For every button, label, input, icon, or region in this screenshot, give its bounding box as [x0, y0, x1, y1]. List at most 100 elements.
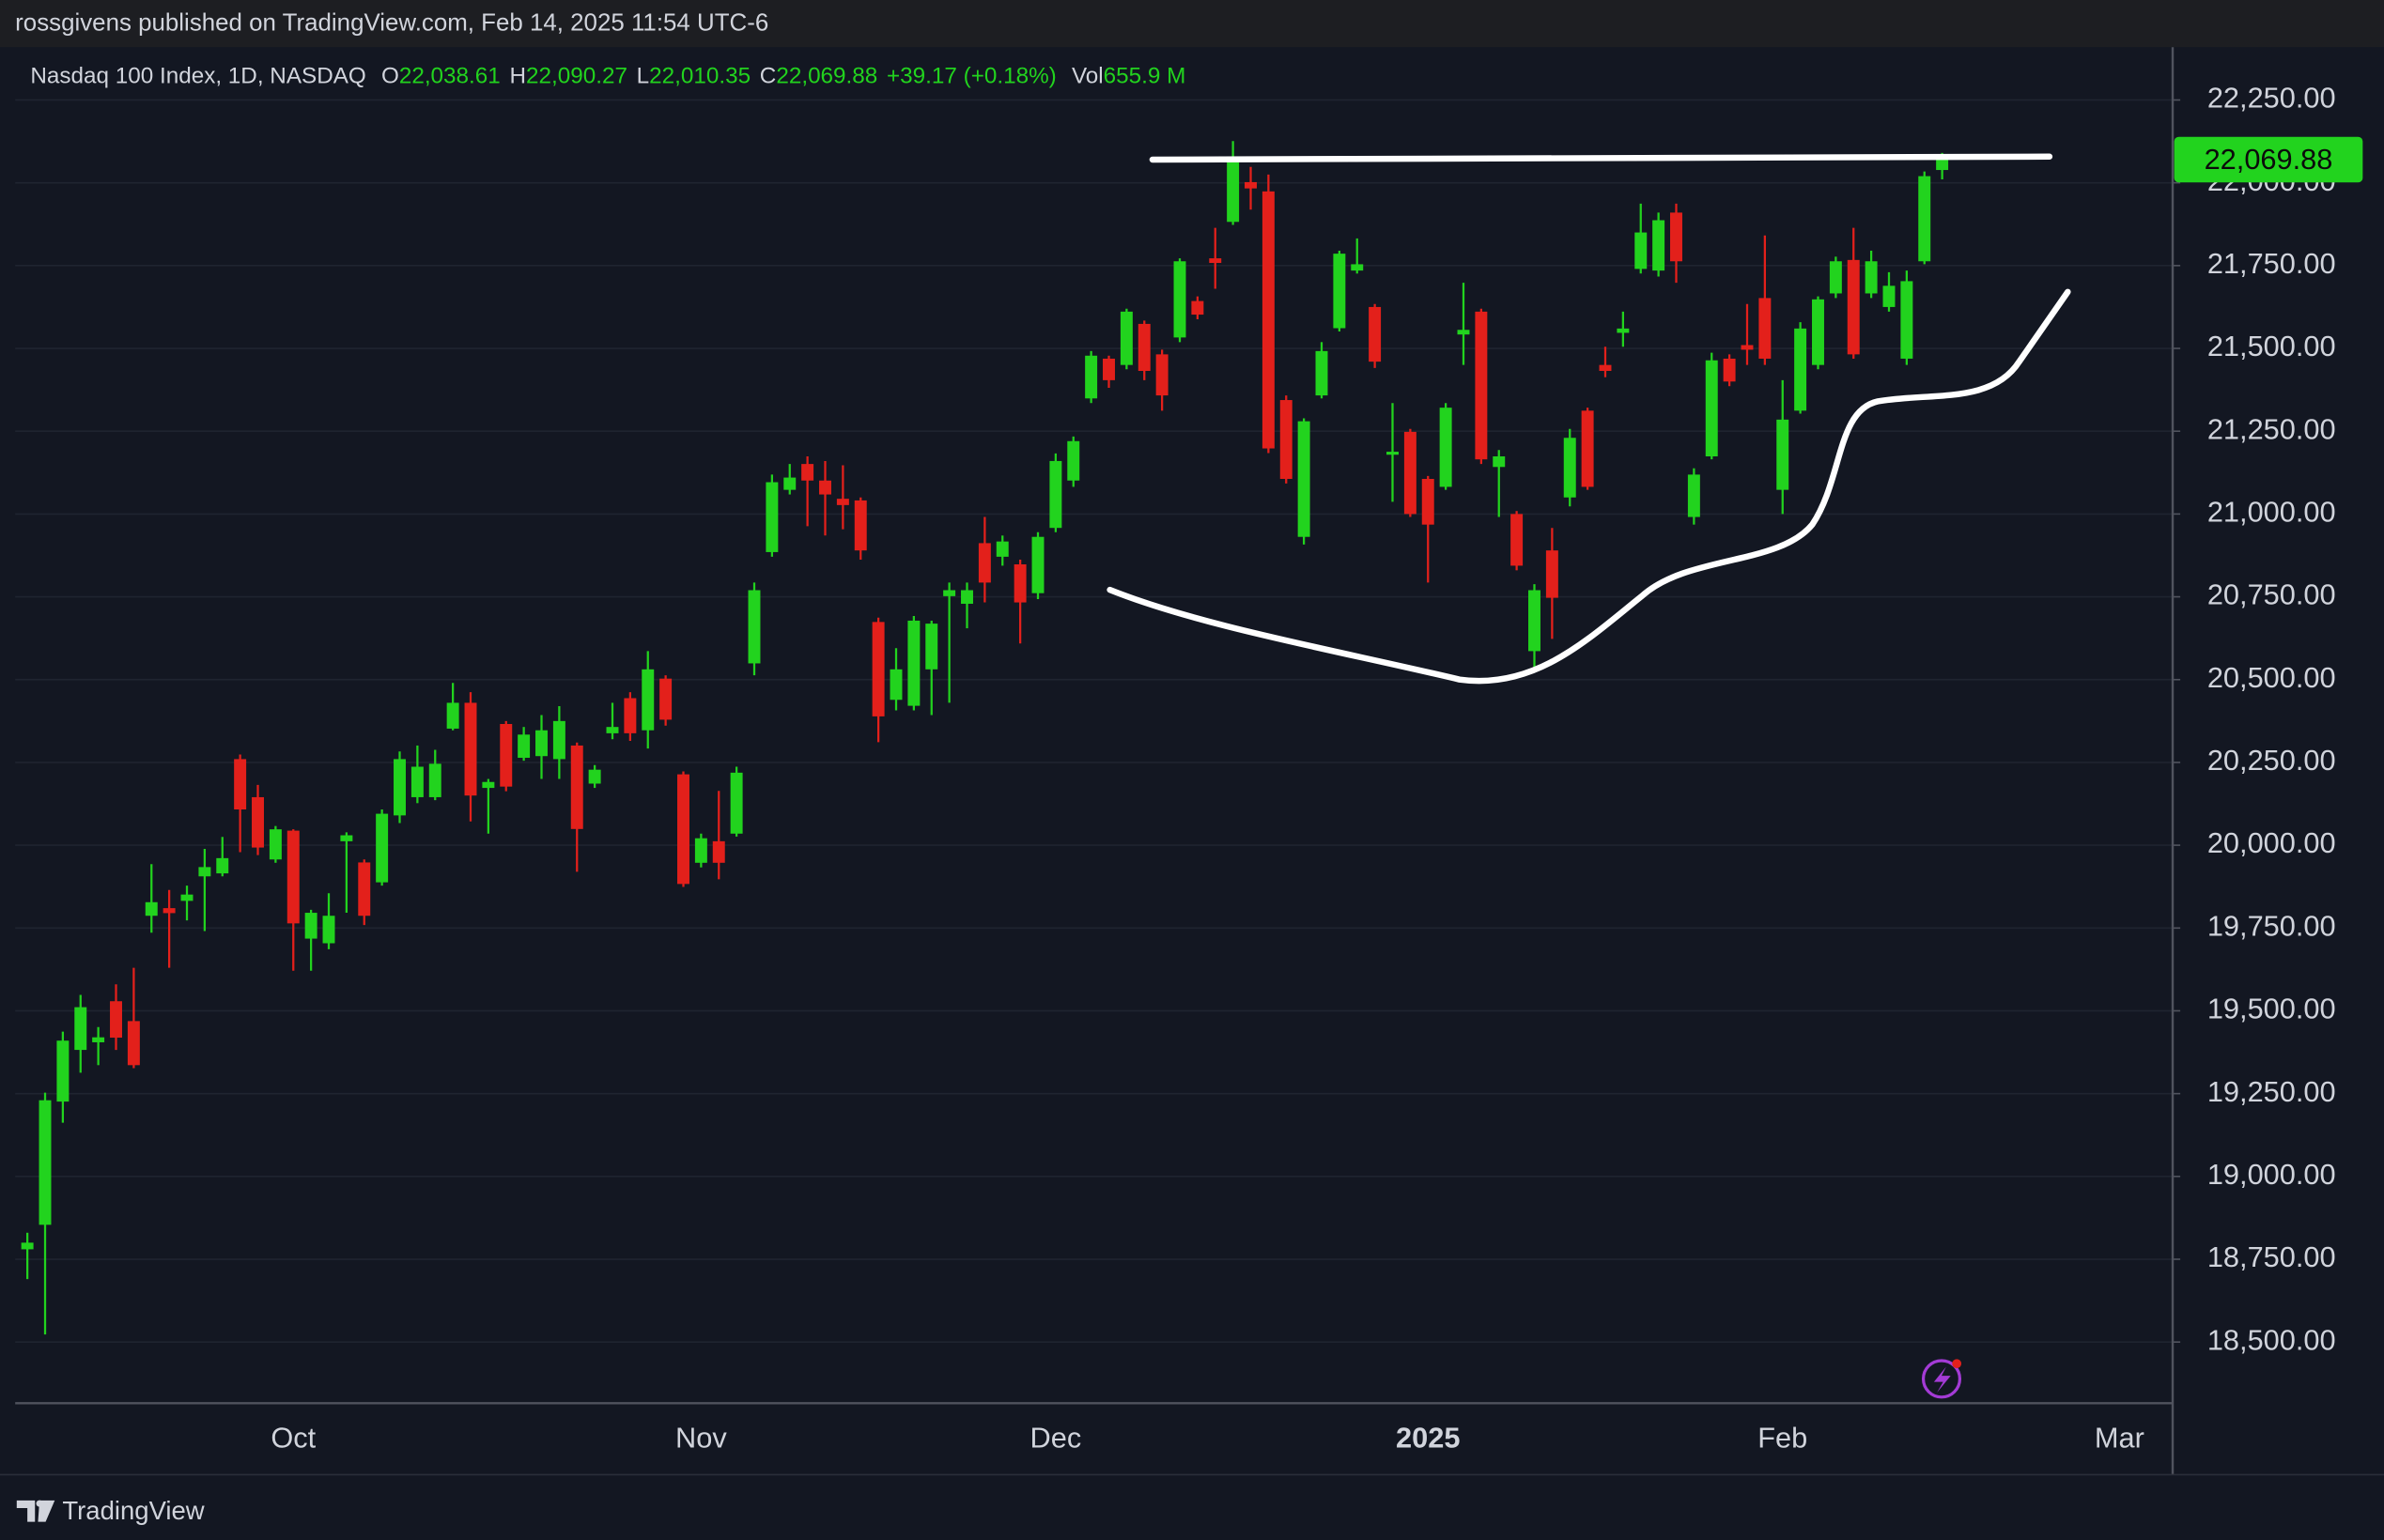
candle-body: [428, 763, 441, 797]
candle-body: [1528, 590, 1540, 652]
ohlc-key: L: [637, 64, 649, 89]
candle-body: [127, 1021, 140, 1066]
candle-body: [1049, 460, 1062, 529]
candle-body: [1599, 364, 1612, 372]
candle-body: [74, 1007, 87, 1051]
ohlc-key: H: [509, 64, 526, 89]
change: +39.17 (+0.18%): [887, 64, 1057, 89]
candle-body: [1900, 281, 1913, 359]
x-tick-label: Dec: [1030, 1421, 1082, 1454]
volume-key: Vol: [1072, 64, 1104, 89]
candle-body: [269, 829, 282, 860]
ohlc-value: 22,090.27: [526, 64, 627, 89]
candle-body: [1386, 452, 1399, 455]
candle-body: [446, 702, 459, 729]
candle-body: [1493, 456, 1506, 468]
candle-body: [1315, 350, 1328, 396]
candle-body: [1262, 191, 1275, 449]
candle-body: [1829, 261, 1842, 294]
candle-body: [1563, 438, 1576, 498]
x-tick-label: Oct: [271, 1421, 316, 1454]
candle-body: [1918, 176, 1931, 262]
candle-body: [1670, 212, 1682, 262]
resistance-drawing: [1149, 153, 2053, 163]
y-tick-label: 18,750.00: [2207, 1240, 2336, 1273]
candle-body: [677, 774, 689, 885]
tradingview-logo: [16, 1500, 55, 1522]
candle-body: [907, 620, 921, 706]
candle-body: [358, 862, 371, 916]
candle-body: [1421, 478, 1434, 525]
candle-body: [1758, 298, 1772, 359]
candle-body: [1634, 232, 1648, 270]
footer-brand: TradingView: [62, 1496, 204, 1525]
x-tick-label: Feb: [1757, 1421, 1807, 1454]
y-tick-label: 21,250.00: [2207, 412, 2336, 445]
symbol-name: Nasdaq 100 Index, 1D, NASDAQ: [30, 64, 365, 89]
volume-value: 655.9 M: [1104, 64, 1186, 89]
candle-body: [304, 913, 317, 939]
y-tick-label: 22,250.00: [2207, 82, 2336, 115]
last-price-box: [2174, 136, 2363, 183]
candle-body: [1369, 306, 1382, 362]
candle-body: [464, 702, 477, 796]
candle-body: [1138, 323, 1151, 372]
candle-body: [1475, 311, 1488, 460]
candle-body: [552, 720, 565, 760]
candle-body: [606, 727, 619, 733]
candle-body: [943, 590, 956, 596]
candle-body: [1209, 258, 1222, 264]
candle-body: [712, 840, 725, 863]
candle-body: [322, 916, 335, 944]
ohlc-value: 22,038.61: [399, 64, 501, 89]
ohlc-key: C: [760, 64, 777, 89]
candle-body: [1227, 158, 1240, 223]
candle-body: [394, 759, 406, 816]
candle-body: [482, 781, 495, 789]
candle-body: [376, 813, 389, 883]
candle-body: [1014, 563, 1027, 603]
y-tick-label: 19,000.00: [2207, 1158, 2336, 1191]
candle-body: [518, 734, 531, 758]
candle-body: [1403, 431, 1416, 515]
lightning-icon: [1921, 1359, 1962, 1399]
candle-body: [801, 464, 814, 481]
x-tick-label: Mar: [2095, 1421, 2144, 1454]
y-tick-label: 20,750.00: [2207, 578, 2336, 611]
candle-body: [1865, 261, 1878, 294]
candle-body: [854, 500, 867, 551]
candle-body: [216, 857, 229, 874]
candle-body: [1652, 220, 1665, 271]
candle-body: [1510, 514, 1524, 566]
candle-body: [961, 590, 973, 604]
candle-body: [872, 622, 885, 716]
candle-body: [535, 730, 548, 757]
candle-body: [1067, 440, 1080, 481]
candle-body: [694, 838, 707, 863]
x-tick-label: 2025: [1396, 1421, 1460, 1454]
candle-body: [819, 480, 831, 495]
candle-body: [410, 766, 424, 797]
publisher-line: rossgivens published on TradingView.com,…: [15, 10, 768, 37]
candle-body: [925, 624, 938, 670]
candle-body: [836, 499, 849, 505]
candle-body: [1723, 358, 1736, 382]
candle-body: [996, 541, 1009, 557]
candle-body: [570, 745, 583, 829]
candle-body: [1617, 328, 1630, 333]
candle-body: [1457, 330, 1470, 335]
grid: [15, 99, 2174, 1343]
candle-body: [286, 830, 300, 924]
candle-body: [1776, 419, 1789, 490]
candle-body: [1245, 181, 1257, 189]
candle-body: [1297, 421, 1310, 537]
candle-body: [1545, 550, 1558, 598]
candle-body: [145, 901, 158, 916]
candle-body: [340, 835, 353, 841]
y-tick-label: 21,000.00: [2207, 496, 2336, 529]
candle-body: [783, 477, 797, 490]
candle-body: [1812, 299, 1824, 365]
candle-body: [21, 1242, 34, 1250]
